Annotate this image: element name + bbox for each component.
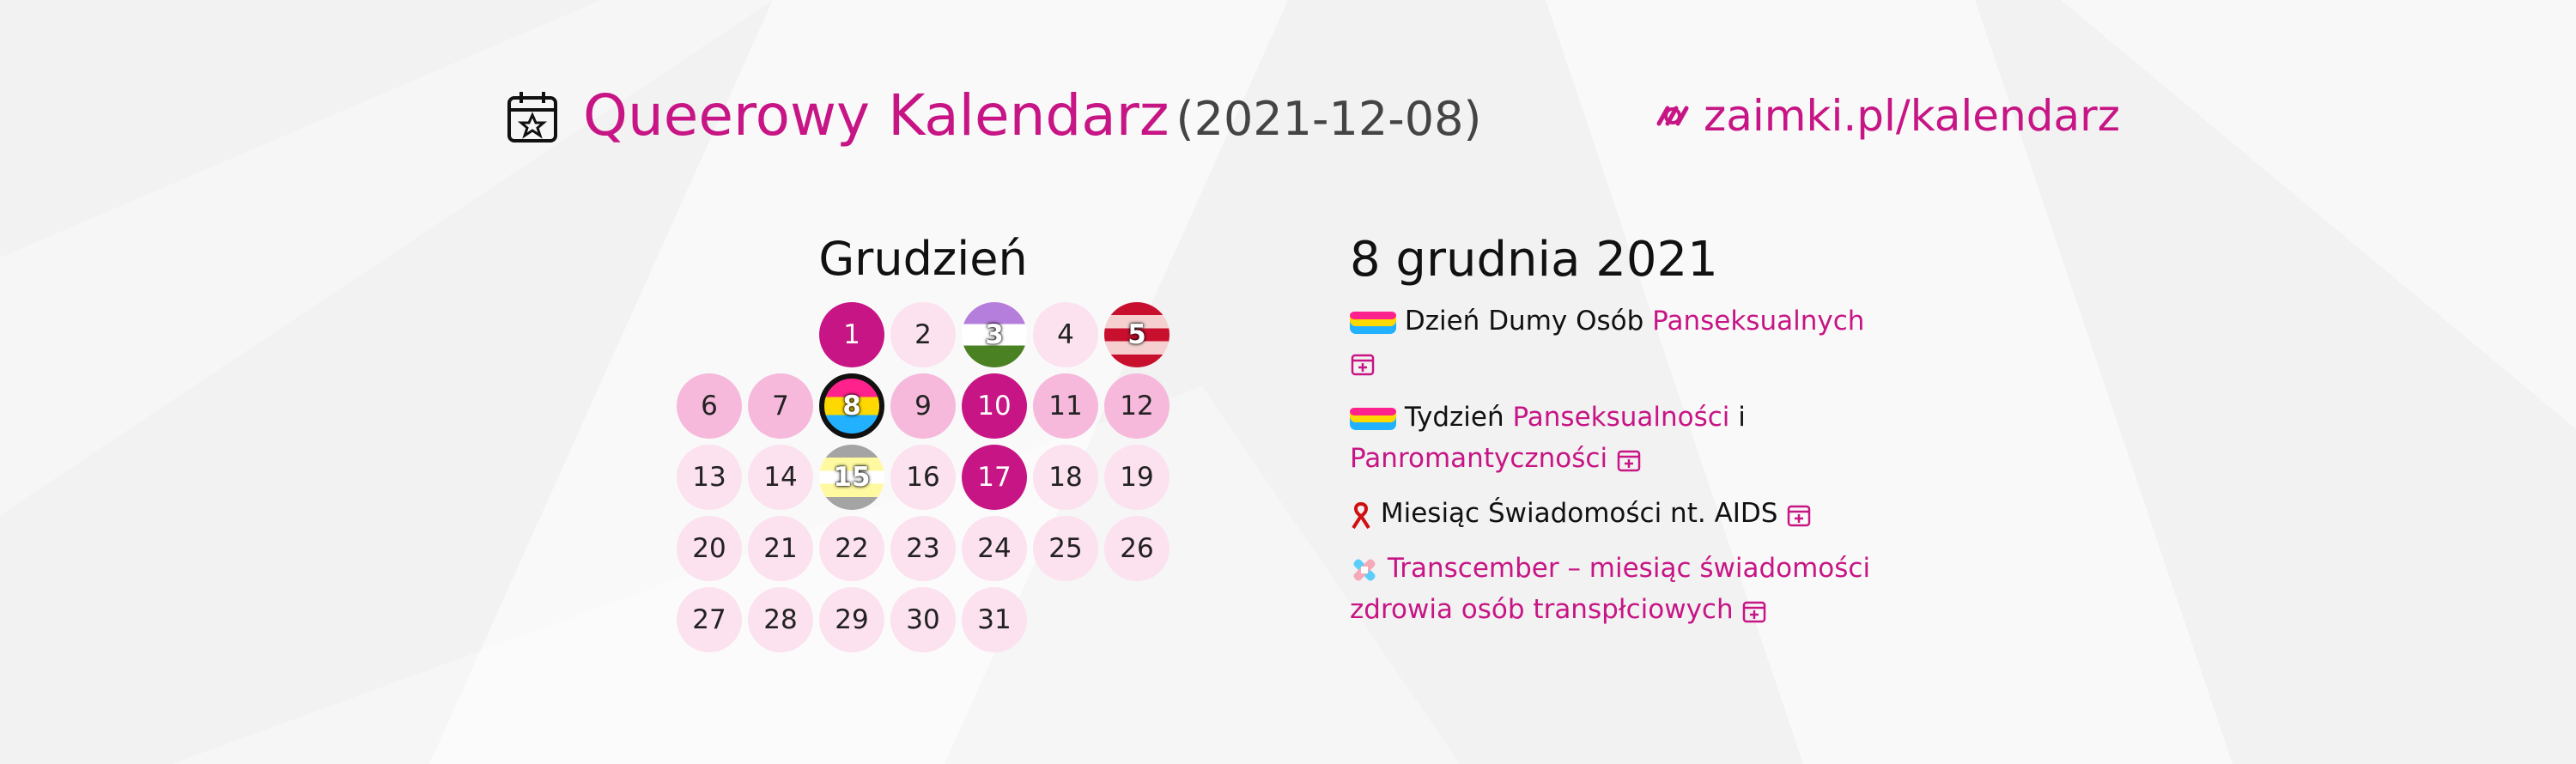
day[interactable]: 21: [748, 516, 813, 581]
day[interactable]: 31: [962, 587, 1027, 652]
day[interactable]: 11: [1033, 373, 1098, 439]
add-to-calendar[interactable]: [1350, 351, 1376, 377]
add-to-calendar[interactable]: [1741, 598, 1767, 624]
event-text: Tydzień: [1404, 402, 1504, 433]
day[interactable]: 13: [677, 445, 742, 510]
event-link[interactable]: Panseksualnych: [1652, 306, 1865, 337]
day[interactable]: 25: [1033, 516, 1098, 581]
pan-flag-icon: [1350, 407, 1396, 430]
event: Miesiąc Świadomości nt. AIDS: [1350, 493, 1882, 534]
site-link[interactable]: zaimki.pl/kalendarz: [1654, 91, 2120, 141]
day[interactable]: 16: [890, 445, 956, 510]
pan-flag-icon: [1350, 311, 1396, 334]
event-text: Dzień Dumy Osób: [1404, 306, 1644, 337]
link-text[interactable]: zaimki.pl/kalendarz: [1704, 91, 2120, 141]
title: Queerowy Kalendarz (2021-12-08): [583, 82, 1482, 149]
day[interactable]: 10: [962, 373, 1027, 439]
event: Tydzień Panseksualności i Panromantyczno…: [1350, 397, 1882, 479]
date: (2021-12-08): [1176, 92, 1482, 146]
day[interactable]: 2: [890, 302, 956, 367]
day[interactable]: 22: [819, 516, 884, 581]
day[interactable]: 4: [1033, 302, 1098, 367]
day[interactable]: 18: [1033, 445, 1098, 510]
month-name: Grudzień: [818, 232, 1028, 286]
day[interactable]: 7: [748, 373, 813, 439]
day[interactable]: 24: [962, 516, 1027, 581]
day[interactable]: 19: [1104, 445, 1170, 510]
event-text: i: [1738, 402, 1746, 433]
event: Transcember – miesiąc świadomości zdrowi…: [1350, 548, 1882, 630]
event-link[interactable]: Transcember – miesiąc świadomości zdrowi…: [1350, 553, 1871, 625]
details-heading: 8 grudnia 2021: [1350, 232, 1718, 288]
day[interactable]: 23: [890, 516, 956, 581]
day[interactable]: 30: [890, 587, 956, 652]
day[interactable]: 17: [962, 445, 1027, 510]
day[interactable]: 8: [819, 373, 884, 439]
calendar-icon: [507, 92, 557, 142]
day[interactable]: 12: [1104, 373, 1170, 439]
bandage-icon: [1353, 559, 1376, 580]
day[interactable]: 14: [748, 445, 813, 510]
event-link[interactable]: Panromantyczności: [1350, 443, 1608, 474]
event-list: Dzień Dumy Osób Panseksualnych Tydzień P…: [1350, 300, 1882, 644]
day[interactable]: 9: [890, 373, 956, 439]
day[interactable]: 3: [962, 302, 1027, 367]
add-to-calendar[interactable]: [1616, 447, 1642, 473]
day[interactable]: 28: [748, 587, 813, 652]
event: Dzień Dumy Osób Panseksualnych: [1350, 300, 1882, 383]
day[interactable]: 1: [819, 302, 884, 367]
day[interactable]: 6: [677, 373, 742, 439]
add-to-calendar: [1788, 505, 1811, 526]
ribbon-icon: [1352, 501, 1370, 529]
link-icon: [1656, 106, 1689, 126]
day[interactable]: 20: [677, 516, 742, 581]
day[interactable]: 5: [1104, 302, 1170, 367]
day[interactable]: 26: [1104, 516, 1170, 581]
event-text: Miesiąc Świadomości nt. AIDS: [1380, 498, 1778, 529]
day[interactable]: 27: [677, 587, 742, 652]
day[interactable]: 15: [819, 445, 884, 510]
event-link[interactable]: Panseksualności: [1512, 402, 1730, 433]
day[interactable]: 29: [819, 587, 884, 652]
title-text: Queerowy Kalendarz: [583, 82, 1170, 149]
